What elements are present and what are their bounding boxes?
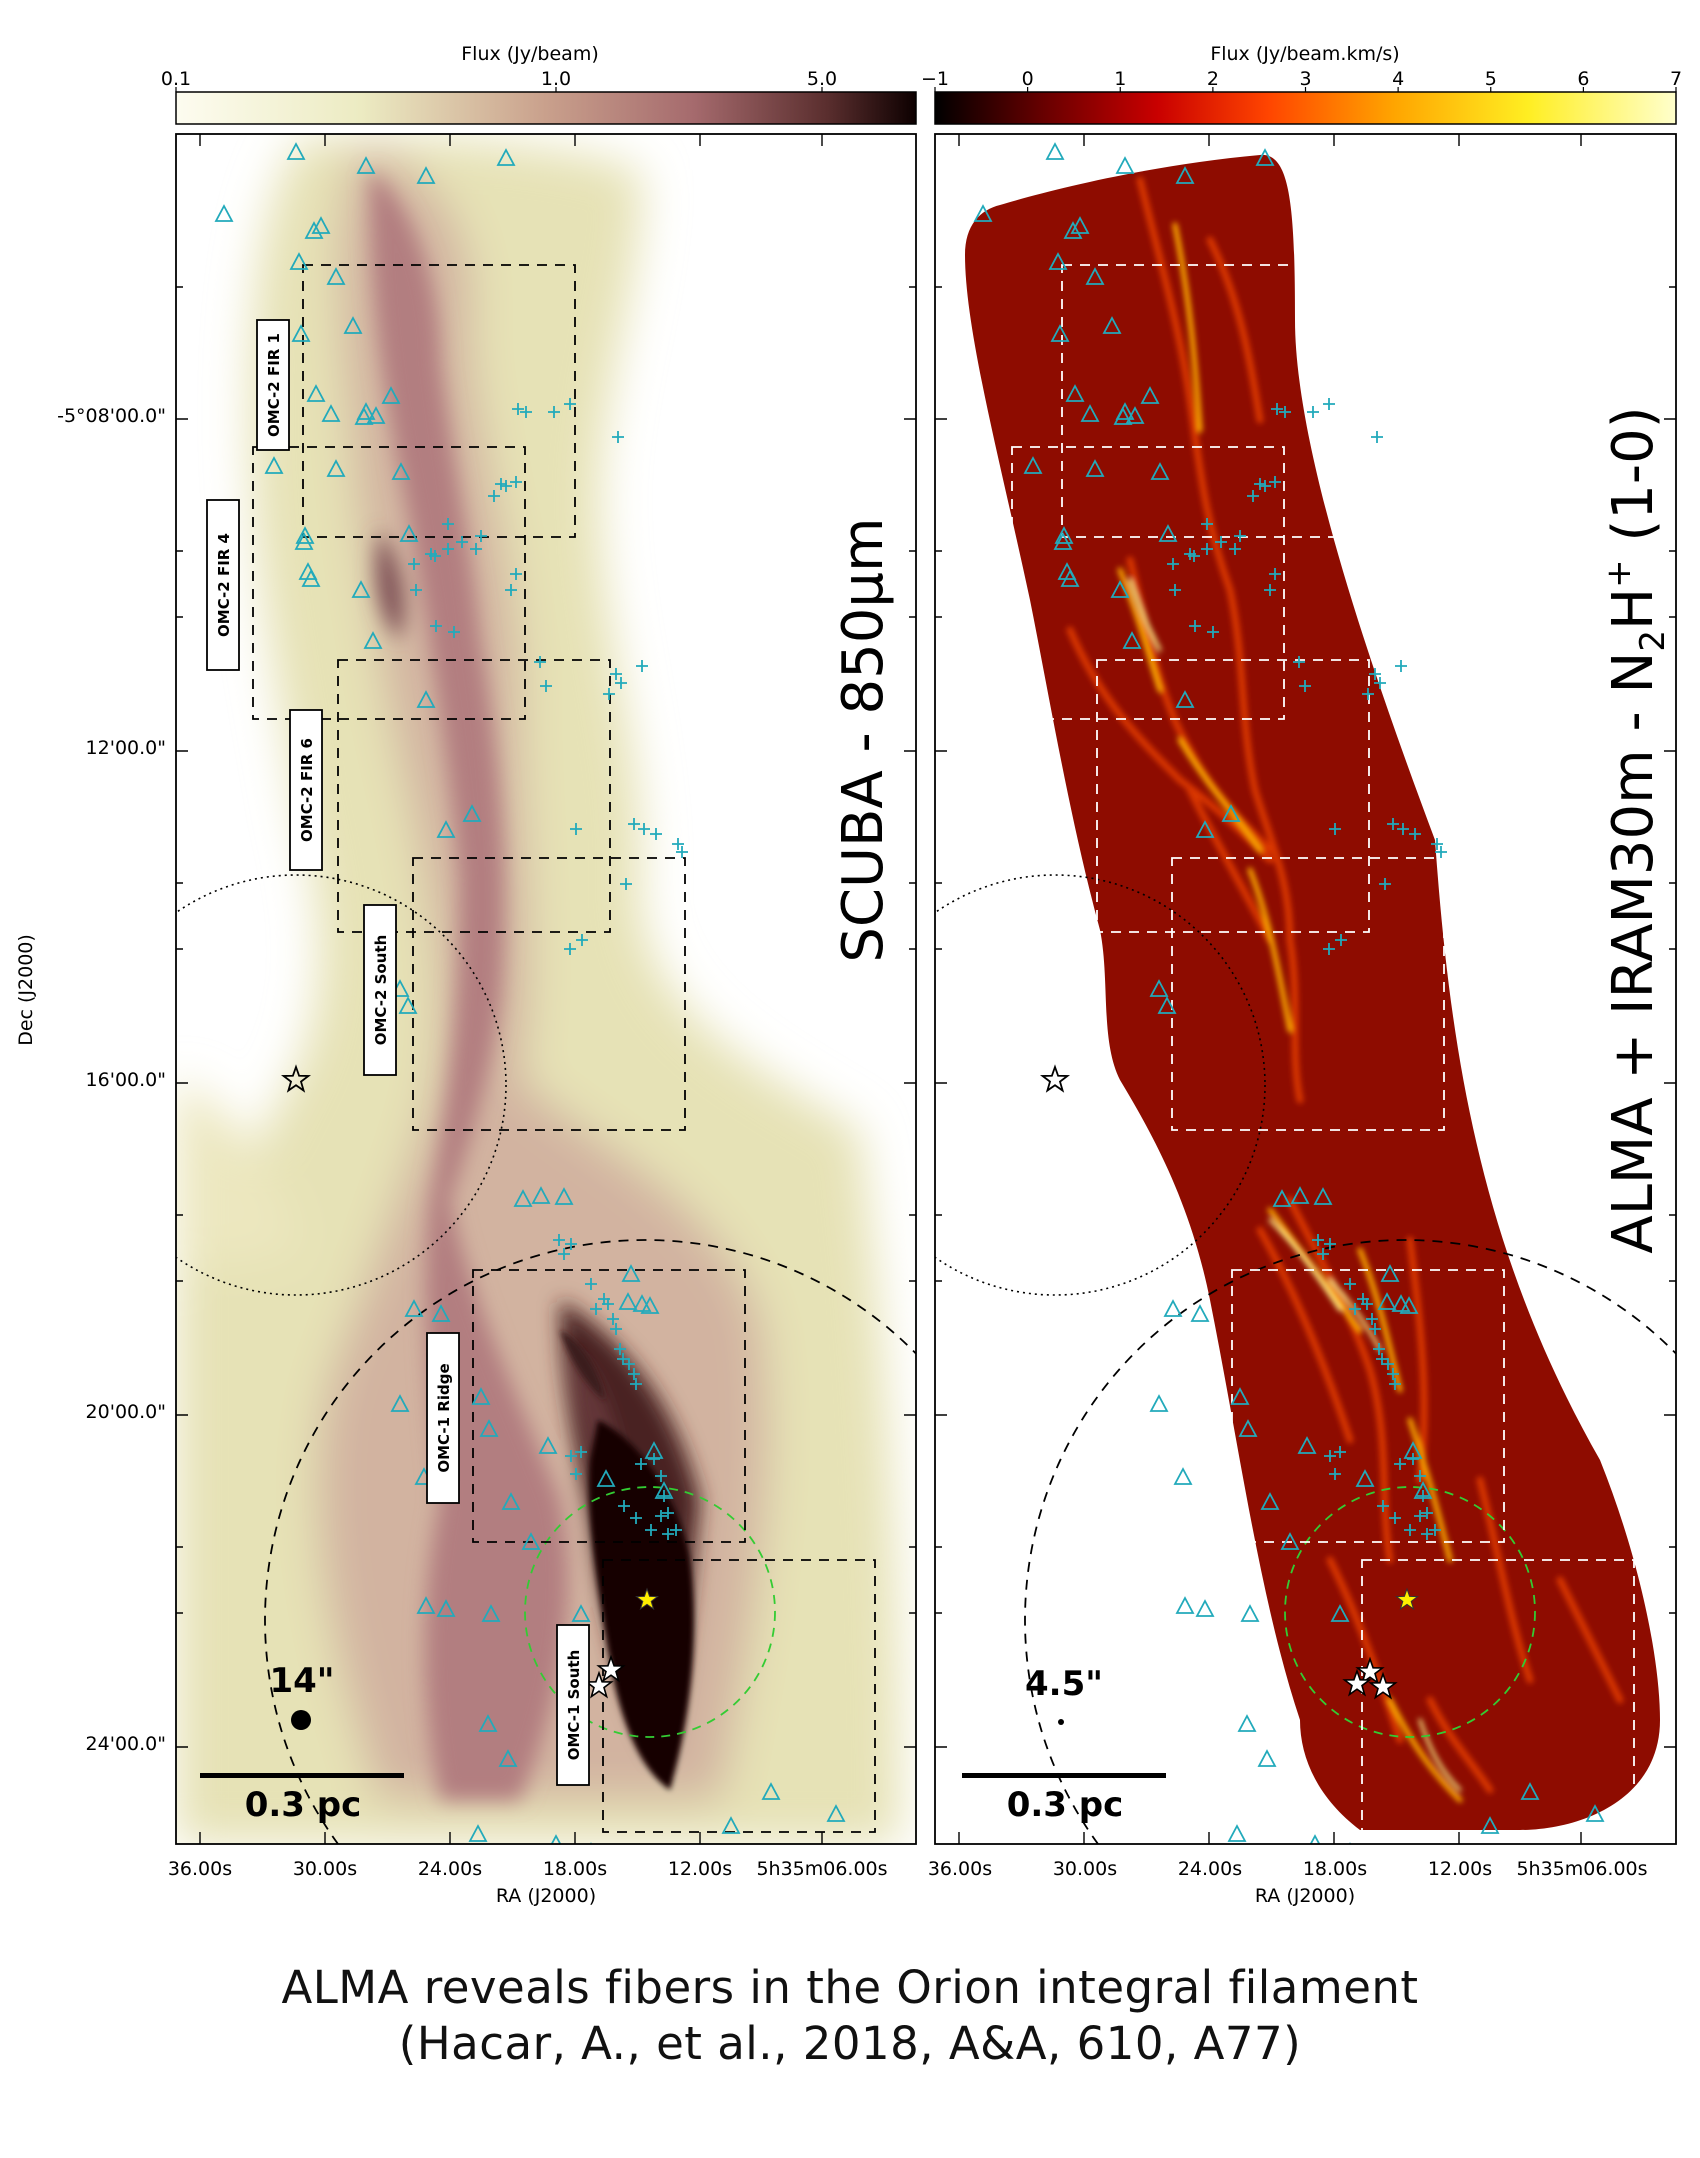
star-icon-white — [1368, 1671, 1398, 1700]
left-colorbar-tick-0: 0.1 — [161, 68, 191, 90]
left-colorbar-tick-2: 5.0 — [807, 68, 837, 90]
caption: ALMA reveals fibers in the Orion integra… — [0, 1960, 1700, 2072]
right-panel: ALMA + IRAM30m - N2H+ (1-0) 4.5" 0.3 pc — [934, 133, 1677, 1934]
right-colorbar-tick: 5 — [1485, 68, 1497, 90]
right-colorbar-label: Flux (Jy/beam.km/s) — [1210, 43, 1399, 65]
left-colorbar-tick-1: 1.0 — [541, 68, 571, 90]
dec-ticks: -5°08'00.0" 12'00.0" 16'00.0" 20'00.0" 2… — [57, 405, 166, 1755]
star-icon — [1039, 1064, 1071, 1093]
right-colorbar-tick: 6 — [1577, 68, 1589, 90]
left-colorbar-label: Flux (Jy/beam) — [461, 43, 599, 65]
dec-tick: 24'00.0" — [86, 1733, 166, 1755]
ra-tick: 12.00s — [668, 1858, 732, 1880]
ra-tick: 30.00s — [293, 1858, 357, 1880]
ra-axis-label-right: RA (J2000) — [1255, 1885, 1355, 1907]
right-colorbar: Flux (Jy/beam.km/s) −1 0 1 2 3 4 5 6 7 — [921, 43, 1682, 125]
alma-mosaic — [965, 154, 1660, 1830]
region-label: OMC-2 FIR 1 — [265, 333, 283, 437]
beam-icon — [291, 1710, 311, 1730]
ra-ticks-right: 36.00s 30.00s 24.00s 18.00s 12.00s 5h35m… — [928, 1858, 1648, 1880]
region-label: OMC-1 South — [565, 1650, 583, 1761]
star-icon-white — [1355, 1656, 1385, 1685]
left-colorbar: Flux (Jy/beam) 0.1 1.0 5.0 — [161, 43, 917, 125]
right-colorbar-tick: 1 — [1114, 68, 1126, 90]
region-labels: OMC-2 FIR 1 OMC-2 FIR 4 OMC-2 FIR 6 OMC-… — [206, 319, 590, 1786]
star-icon-yellow — [1395, 1587, 1419, 1611]
ra-ticks-left: 36.00s 30.00s 24.00s 18.00s 12.00s 5h35m… — [168, 1858, 888, 1880]
ra-tick: 36.00s — [168, 1858, 232, 1880]
ra-tick: 5h35m06.00s — [1516, 1858, 1647, 1880]
figure: Flux (Jy/beam) 0.1 1.0 5.0 Flux (Jy/beam… — [15, 43, 1682, 1934]
right-colorbar-tick: 7 — [1670, 68, 1682, 90]
left-scalebar — [200, 1773, 404, 1778]
right-colorbar-tick: 4 — [1392, 68, 1404, 90]
right-colorbar-tick: 2 — [1207, 68, 1219, 90]
right-scalebar — [962, 1773, 1166, 1778]
triangle-marker — [850, 1919, 866, 1934]
star-icon-white — [1342, 1668, 1372, 1697]
left-panel: OMC-2 FIR 1 OMC-2 FIR 4 OMC-2 FIR 6 OMC-… — [175, 133, 917, 1934]
right-beam-size: 4.5" — [1025, 1664, 1103, 1704]
dec-tick: 12'00.0" — [86, 737, 166, 759]
triangle-marker — [1609, 1919, 1625, 1934]
ra-tick: 5h35m06.00s — [756, 1858, 887, 1880]
ra-tick: 18.00s — [543, 1858, 607, 1880]
ra-axis-label-left: RA (J2000) — [496, 1885, 596, 1907]
right-panel-title: ALMA + IRAM30m - N2H+ (1-0) — [1599, 406, 1673, 1253]
left-panel-title: SCUBA - 850μm — [831, 517, 896, 962]
star-icon — [280, 1064, 312, 1093]
region-label: OMC-2 FIR 4 — [215, 533, 233, 637]
left-scalebar-label: 0.3 pc — [245, 1785, 362, 1825]
ra-tick: 30.00s — [1053, 1858, 1117, 1880]
right-scalebar-label: 0.3 pc — [1007, 1785, 1124, 1825]
star-icon-white — [596, 1654, 626, 1683]
dec-tick: 20'00.0" — [86, 1401, 166, 1423]
right-colorbar-tick: 0 — [1022, 68, 1034, 90]
star-icon-yellow — [635, 1587, 659, 1611]
triangle-marker — [582, 1843, 600, 1844]
region-label: OMC-1 Ridge — [435, 1363, 453, 1472]
ra-tick: 18.00s — [1303, 1858, 1367, 1880]
dec-axis-label: Dec (J2000) — [15, 934, 37, 1046]
left-colorbar-bar — [175, 91, 917, 125]
region-label: OMC-2 FIR 6 — [298, 738, 316, 842]
region-label: OMC-2 South — [372, 935, 390, 1046]
caption-line-1: ALMA reveals fibers in the Orion integra… — [281, 1961, 1419, 2014]
ra-tick: 24.00s — [1178, 1858, 1242, 1880]
right-colorbar-tick: 3 — [1299, 68, 1311, 90]
left-beam-size: 14" — [269, 1661, 334, 1701]
caption-line-2: (Hacar, A., et al., 2018, A&A, 610, A77) — [398, 2017, 1302, 2070]
right-colorbar-tick: −1 — [921, 68, 949, 90]
triangle-marker — [1341, 1843, 1359, 1844]
ra-tick: 24.00s — [418, 1858, 482, 1880]
dec-tick: -5°08'00.0" — [57, 405, 166, 427]
ra-tick: 12.00s — [1428, 1858, 1492, 1880]
dec-tick: 16'00.0" — [86, 1069, 166, 1091]
right-colorbar-bar — [934, 91, 1677, 125]
ra-tick: 36.00s — [928, 1858, 992, 1880]
beam-icon — [1058, 1719, 1064, 1725]
